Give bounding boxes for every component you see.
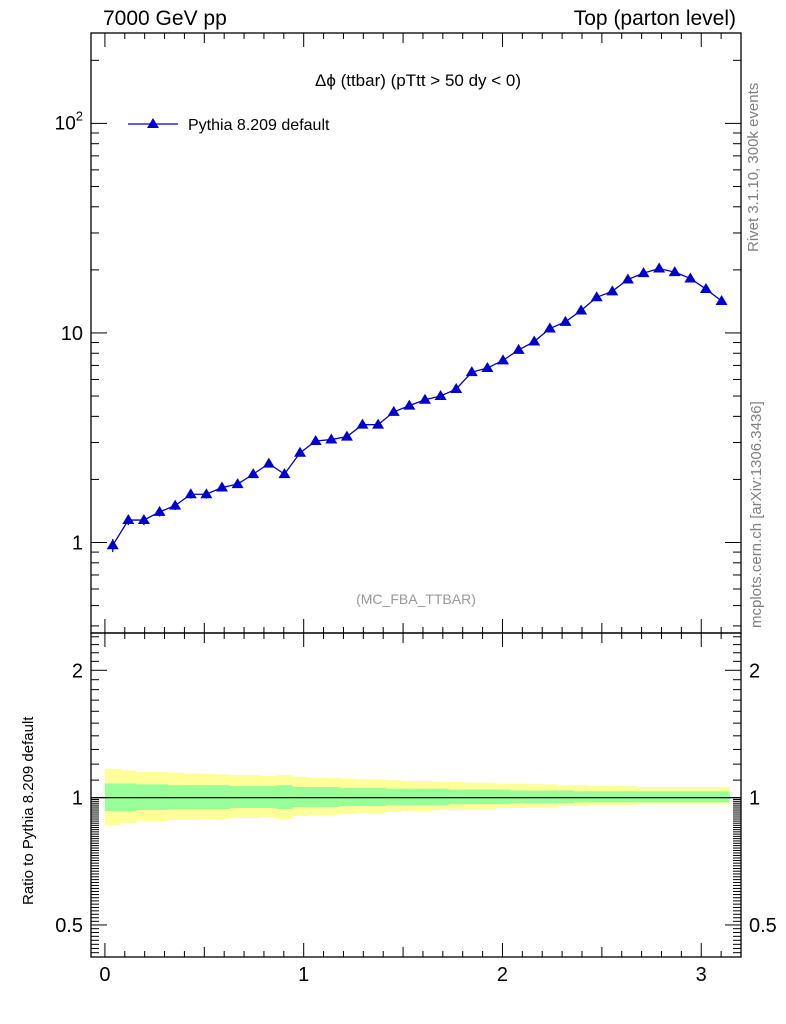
data-point-3 [153, 505, 166, 516]
y-tick-label: 1 [72, 788, 83, 810]
ratio-band-stat-bin-36 [666, 791, 683, 803]
y-tick-label: 0.5 [55, 915, 83, 937]
ratio-band-stat-bin-25 [495, 789, 512, 805]
ratio-frame: 0.5 0.5 1 1 2 2 0 1 2 3 [55, 632, 777, 986]
series-line-pythia [112, 267, 722, 546]
x-tick-label: 3 [696, 964, 707, 986]
ratio-band-stat-bin-31 [588, 791, 605, 803]
ratio-band-stat-bin-32 [604, 791, 621, 803]
ratio-band-stat-bin-34 [635, 791, 652, 803]
data-point-14 [325, 433, 338, 444]
data-point-24 [481, 362, 494, 373]
watermark-label: (MC_FBA_TTBAR) [356, 591, 476, 607]
data-point-17 [372, 418, 385, 429]
data-point-39 [715, 295, 728, 306]
x-tick-label: 0 [99, 964, 110, 986]
header-left: 7000 GeV pp [103, 7, 227, 30]
data-point-34 [637, 267, 650, 278]
legend: Pythia 8.209 default [128, 117, 330, 134]
header-right: Top (parton level) [573, 7, 736, 30]
data-point-25 [497, 354, 510, 365]
y-tick-label: 10 [61, 323, 83, 345]
y-tick-label: 102 [55, 108, 83, 134]
data-point-36 [668, 266, 681, 277]
data-point-5 [184, 488, 197, 499]
data-point-22 [450, 383, 463, 394]
data-point-20 [418, 393, 431, 404]
ratio-band-stat-bin-30 [573, 791, 590, 803]
main-chart-title: Δϕ (ttbar) (pTtt > 50 dy < 0) [315, 71, 521, 90]
data-point-21 [434, 390, 447, 401]
legend-marker [147, 118, 159, 128]
ratio-band-stat-bin-39 [713, 791, 730, 803]
data-point-19 [403, 399, 416, 410]
y-tick-label: 2 [72, 660, 83, 682]
data-point-4 [169, 499, 182, 510]
ratio-band-stat-bin-26 [510, 790, 527, 804]
ratio-band-stat-bin-18 [385, 788, 402, 806]
data-point-35 [653, 262, 666, 273]
x-tick-label: 2 [497, 964, 508, 986]
data-point-29 [559, 315, 572, 326]
data-point-27 [528, 335, 541, 346]
ratio-band-stat-bin-37 [682, 791, 699, 803]
data-point-30 [575, 304, 588, 315]
y-tick-label-right: 0.5 [749, 915, 777, 937]
y-tick-label-right: 2 [749, 660, 760, 682]
data-point-8 [231, 478, 244, 489]
data-point-11 [278, 468, 291, 479]
data-point-10 [262, 457, 275, 468]
data-point-15 [340, 430, 353, 441]
data-point-33 [621, 273, 634, 284]
data-point-0 [106, 539, 119, 550]
legend-label: Pythia 8.209 default [188, 117, 330, 134]
ratio-band-stat-bin-27 [526, 790, 543, 804]
ratio-band-stat-bin-28 [541, 790, 558, 804]
data-point-38 [699, 283, 712, 294]
main-series-line-group [112, 267, 722, 546]
data-point-2 [137, 514, 150, 525]
ratio-band-stat-bin-22 [448, 789, 465, 805]
data-point-32 [606, 285, 619, 296]
data-point-23 [465, 366, 478, 377]
y-tick-label-right: 1 [749, 788, 760, 810]
data-point-16 [356, 418, 369, 429]
data-point-6 [200, 488, 213, 499]
data-point-13 [309, 435, 322, 446]
data-point-37 [684, 272, 697, 283]
ratio-band-stat-bin-35 [651, 791, 668, 803]
data-point-31 [590, 291, 603, 302]
y-tick-label: 1 [72, 533, 83, 555]
ratio-band-stat-bin-17 [370, 787, 387, 807]
ratio-band-stat-bin-29 [557, 790, 574, 804]
ratio-band-stat-bin-19 [401, 788, 418, 806]
ratio-bands [104, 768, 730, 826]
data-point-28 [543, 322, 556, 333]
ratio-band-stat-bin-21 [432, 788, 449, 806]
ratio-band-stat-bin-24 [479, 789, 496, 805]
ratio-band-stat-bin-15 [338, 787, 356, 807]
ratio-plot-frame [90, 632, 742, 958]
data-point-12 [294, 446, 307, 457]
ratio-band-stat-bin-38 [697, 791, 714, 803]
data-point-7 [215, 481, 228, 492]
data-point-9 [247, 468, 260, 479]
ratio-band-stat-bin-33 [619, 791, 636, 803]
main-markers [106, 262, 728, 553]
ratio-band-stat-bin-23 [463, 789, 480, 805]
data-point-18 [387, 405, 400, 416]
main-frame: 1 10 102 [55, 32, 742, 634]
ratio-band-stat-bin-20 [416, 788, 434, 806]
data-point-1 [122, 514, 135, 525]
data-point-26 [512, 343, 525, 354]
ratio-band-stat-bin-16 [354, 787, 371, 807]
x-tick-label: 1 [298, 964, 309, 986]
